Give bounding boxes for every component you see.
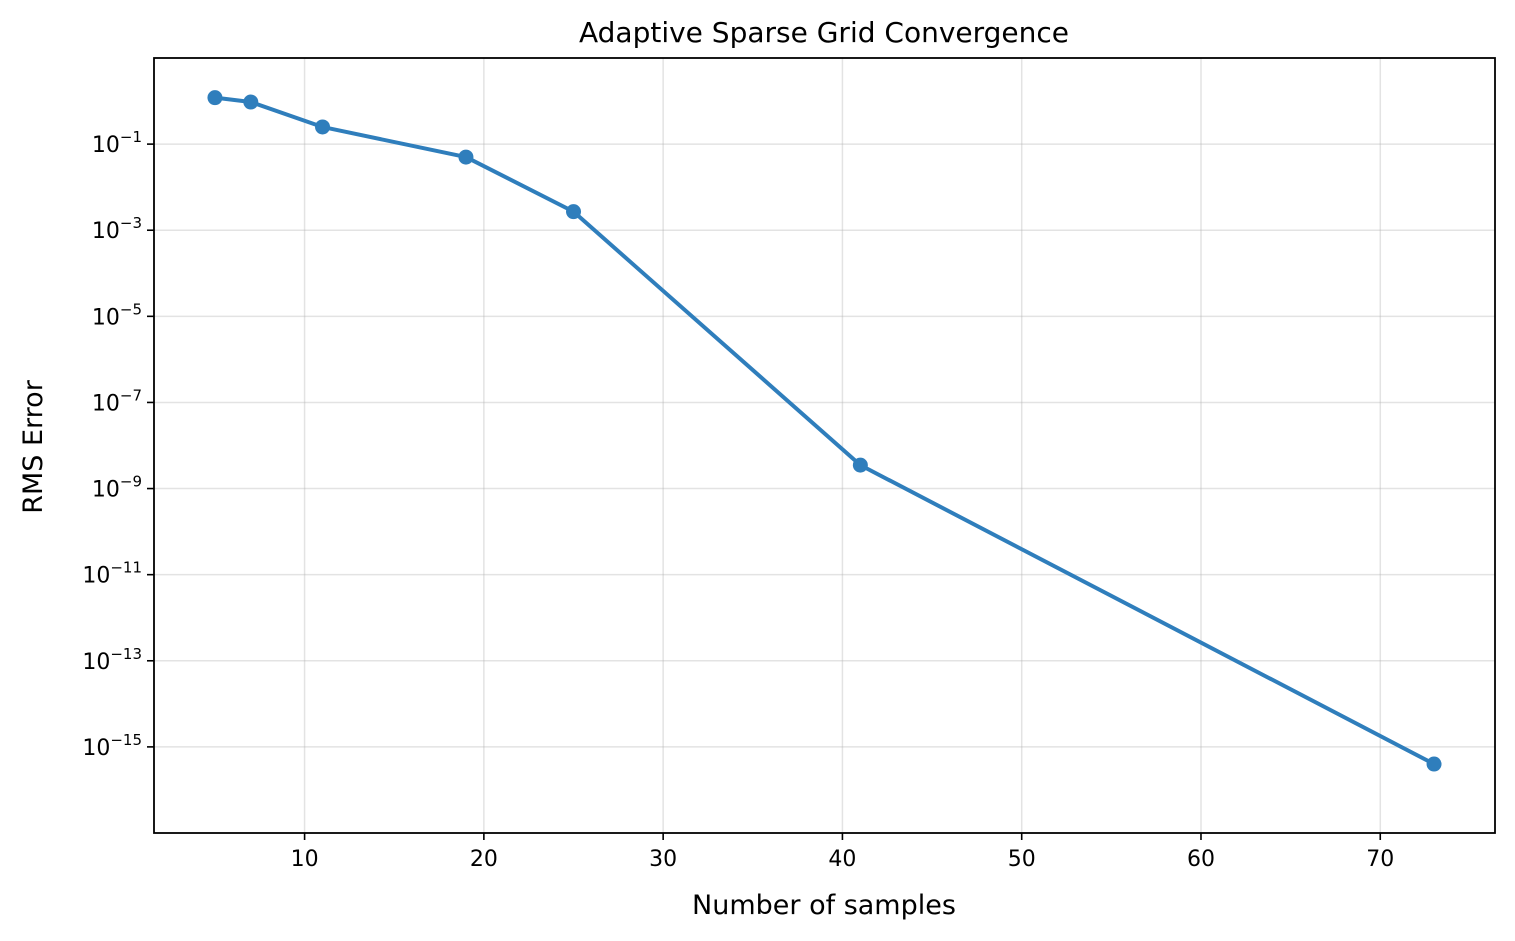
y-tick-base: 10: [92, 478, 120, 503]
y-tick-base: 10: [82, 736, 110, 761]
plot-area-frame: [153, 57, 1496, 834]
data-point: [566, 204, 582, 220]
y-tick-label: 10−15: [82, 731, 142, 761]
data-point: [458, 149, 474, 165]
x-axis-label: Number of samples: [692, 890, 956, 921]
data-point: [243, 94, 259, 110]
y-tick-exponent: −9: [120, 473, 142, 491]
x-tick-label: 30: [649, 847, 677, 872]
y-tick-base: 10: [92, 219, 120, 244]
y-tick-base: 10: [92, 391, 120, 416]
y-tick-label: 10−5: [92, 300, 142, 330]
y-tick-label: 10−11: [82, 559, 142, 589]
y-tick-label: 10−7: [92, 386, 142, 416]
data-point: [207, 90, 223, 106]
y-tick-base: 10: [82, 650, 110, 675]
axis-ticks: 10 20 30 40 50 60 7010−110−310−510−710−910−111…: [82, 128, 1394, 872]
y-tick-exponent: −15: [110, 731, 142, 749]
y-tick-exponent: −3: [120, 214, 142, 232]
series-line: [212, 95, 1437, 767]
y-tick-exponent: −5: [120, 300, 142, 318]
y-tick-exponent: −11: [110, 559, 142, 577]
x-tick-label: 40: [828, 847, 856, 872]
y-tick-label: 10−3: [92, 214, 142, 244]
y-axis-label: RMS Error: [18, 379, 49, 513]
data-series: [207, 90, 1442, 772]
x-tick-label: 60: [1187, 847, 1215, 872]
y-tick-base: 10: [92, 305, 120, 330]
y-tick-label: 10−1: [92, 128, 142, 158]
y-tick-label: 10−13: [82, 645, 142, 675]
y-tick-base: 10: [92, 133, 120, 158]
y-tick-base: 10: [82, 564, 110, 589]
x-tick-label: 50: [1008, 847, 1036, 872]
y-tick-exponent: −13: [110, 645, 142, 663]
chart-title: Adaptive Sparse Grid Convergence: [579, 16, 1069, 49]
y-tick-exponent: −1: [120, 128, 142, 146]
y-tick-exponent: −7: [120, 386, 142, 404]
x-tick-label: 10: [291, 847, 319, 872]
y-tick-label: 10−9: [92, 473, 142, 503]
x-tick-label: 70: [1366, 847, 1394, 872]
data-point: [852, 457, 868, 473]
x-tick-label: 20: [470, 847, 498, 872]
gridlines: [154, 58, 1495, 833]
data-point: [1426, 756, 1442, 772]
data-point: [315, 119, 331, 135]
